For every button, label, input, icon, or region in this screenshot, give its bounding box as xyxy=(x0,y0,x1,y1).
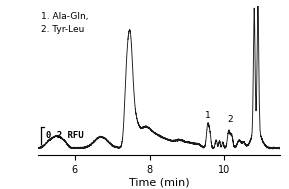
X-axis label: Time (min): Time (min) xyxy=(129,177,189,187)
Text: 0.2 RFU: 0.2 RFU xyxy=(46,132,84,140)
Text: 2. Tyr-Leu: 2. Tyr-Leu xyxy=(40,25,84,34)
Text: 1: 1 xyxy=(205,111,211,120)
Text: 1. Ala-Gln,: 1. Ala-Gln, xyxy=(40,12,88,21)
Text: 2: 2 xyxy=(227,115,233,124)
